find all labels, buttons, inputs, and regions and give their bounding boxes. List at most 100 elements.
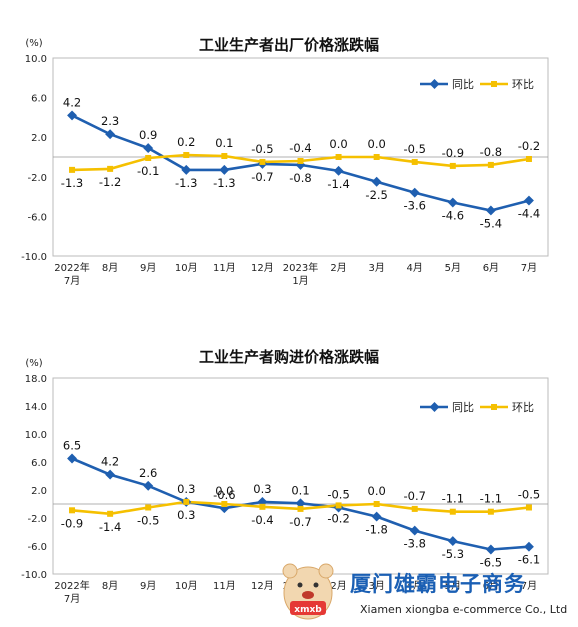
c2-data-label-mom: -0.5 <box>518 488 540 502</box>
c1-data-label-yoy: 2.3 <box>101 114 119 128</box>
c1-x-tick: 7月 <box>521 262 537 274</box>
c2-data-label-yoy: -6.1 <box>518 553 540 567</box>
c1-data-label-mom: 0.0 <box>368 137 386 151</box>
watermark-company-name: 厦门雄霸电子商务 <box>350 572 526 596</box>
c2-y-tick: -10.0 <box>21 570 47 581</box>
c2-x-tick: 8月 <box>102 580 118 592</box>
c2-x-tick: 10月 <box>175 580 198 592</box>
c1-data-label-yoy: -3.6 <box>404 199 426 213</box>
c1-legend-label-yoy: 同比 <box>452 78 474 91</box>
c2-data-label-yoy: -5.3 <box>442 547 464 561</box>
c1-data-label-mom: -0.5 <box>251 142 273 156</box>
c1-data-label-mom: -0.9 <box>442 146 464 160</box>
c1-data-label-mom: 0.0 <box>329 137 347 151</box>
c2-y-tick: -2.0 <box>27 514 47 525</box>
c2-x-tick: 9月 <box>140 580 156 592</box>
c2-data-label-yoy: -0.5 <box>327 488 349 502</box>
c1-legend-marker-mom <box>491 81 497 87</box>
c1-data-label-mom: -0.8 <box>480 145 502 159</box>
c2-y-unit: (%) <box>25 358 42 369</box>
chart-ppi-input: 工业生产者购进价格涨跌幅 (%) 18.0 14.0 10.0 6.0 2.0 -2.0 -6.… <box>0 320 578 627</box>
c2-data-label-yoy: 0.3 <box>177 482 195 496</box>
c2-data-label-yoy: -6.5 <box>480 556 502 570</box>
c1-point-mom <box>145 154 152 161</box>
c1-x-tick: 2月 <box>330 262 346 274</box>
c1-x-tick: 2022年 7月 <box>54 261 89 287</box>
c1-y-tick: -6.0 <box>27 212 47 223</box>
c2-y-tick: 6.0 <box>31 458 47 469</box>
c1-point-yoy <box>409 187 420 198</box>
c2-y-tick: 10.0 <box>25 430 47 441</box>
c2-data-label-yoy: 0.3 <box>253 482 271 496</box>
c1-point-yoy <box>371 176 382 187</box>
c2-point-mom <box>69 507 76 514</box>
c2-data-label-yoy: -1.8 <box>365 523 387 537</box>
c1-y-unit: (%) <box>25 38 42 49</box>
c1-point-mom <box>259 158 266 165</box>
c2-point-mom <box>335 502 342 509</box>
c1-x-tick: 8月 <box>102 262 118 274</box>
chart-ppi-output-svg: 工业生产者出厂价格涨跌幅 (%) 10.0 6.0 2.0 -2.0 -6.0 -10.0 20… <box>21 36 549 287</box>
c2-y-tick: 2.0 <box>31 486 47 497</box>
c2-x-tick: 5月 <box>445 580 461 592</box>
c2-y-tick: -6.0 <box>27 542 47 553</box>
c2-point-mom <box>221 501 228 507</box>
c1-data-label-mom: -1.2 <box>99 175 121 189</box>
c1-point-mom <box>183 152 190 159</box>
c1-point-mom <box>69 166 76 173</box>
c1-point-mom <box>449 162 456 169</box>
c2-title: 工业生产者购进价格涨跌幅 <box>199 348 379 366</box>
chart-ppi-output: 工业生产者出厂价格涨跌幅 (%) 10.0 6.0 2.0 -2.0 -6.0 -10.0 20… <box>0 0 578 305</box>
c2-point-mom <box>259 503 266 510</box>
c1-y-tick: 6.0 <box>31 94 47 105</box>
c2-x-tick: 2022年 7月 <box>54 579 89 605</box>
c2-data-label-yoy: 2.6 <box>139 466 157 480</box>
c1-data-label-yoy: -1.3 <box>213 176 235 190</box>
c1-y-tick: 10.0 <box>25 54 47 65</box>
c2-data-label-mom: -1.1 <box>480 492 502 506</box>
c1-point-mom <box>335 154 342 160</box>
c2-data-label-mom: 0.0 <box>368 484 386 498</box>
c2-x-tick: 12月 <box>251 580 274 592</box>
c2-data-label-mom: -0.7 <box>404 489 426 503</box>
c2-data-label-mom: 0.3 <box>177 508 195 522</box>
c2-data-label-mom: -0.2 <box>327 511 349 525</box>
c2-legend-marker-mom <box>491 404 497 410</box>
c1-data-label-yoy: -0.7 <box>251 170 273 184</box>
c2-x-tick: 7月 <box>521 580 537 592</box>
c1-point-mom <box>525 155 532 162</box>
c1-y-tick: 2.0 <box>31 133 47 144</box>
c1-data-label-yoy: -1.4 <box>327 177 349 191</box>
c2-x-tick: 11月 <box>213 580 236 592</box>
c2-point-mom <box>145 504 152 511</box>
c1-point-yoy <box>219 164 230 175</box>
c1-x-tick: 9月 <box>140 262 156 274</box>
c2-x-tick: 6月 <box>483 580 499 592</box>
c1-data-label-mom: -1.3 <box>61 176 83 190</box>
c2-point-mom <box>373 501 380 507</box>
c2-legend-label-mom: 环比 <box>512 401 534 414</box>
bear-mascot-icon: xmxb <box>282 563 334 620</box>
c1-data-label-mom: -0.2 <box>518 139 540 153</box>
c2-point-mom <box>525 504 532 511</box>
c1-point-yoy <box>67 110 77 121</box>
c1-data-label-yoy: -2.5 <box>365 188 387 202</box>
c2-point-yoy <box>485 544 496 555</box>
c1-y-tick: -10.0 <box>21 252 47 263</box>
c1-x-tick: 6月 <box>483 262 499 274</box>
c2-point-yoy <box>371 511 382 522</box>
c2-point-yoy <box>295 498 306 509</box>
watermark-company-name-en: Xiamen xiongba e-commerce Co., Ltd <box>360 603 567 616</box>
c1-point-yoy <box>447 197 458 208</box>
c1-x-tick: 5月 <box>445 262 461 274</box>
c2-point-yoy <box>409 525 420 536</box>
c2-data-label-yoy: -0.6 <box>213 488 235 502</box>
c1-x-tick: 2023年 1月 <box>283 261 318 287</box>
c1-data-label-mom: -0.4 <box>289 141 311 155</box>
c2-point-yoy <box>105 469 116 480</box>
c1-x-tick: 12月 <box>251 262 274 274</box>
c1-title: 工业生产者出厂价格涨跌幅 <box>199 36 379 54</box>
c1-data-label-mom: 0.2 <box>177 135 195 149</box>
c2-x-tick: 4月 <box>407 580 423 592</box>
c2-data-label-mom: 0.0 <box>215 484 233 498</box>
